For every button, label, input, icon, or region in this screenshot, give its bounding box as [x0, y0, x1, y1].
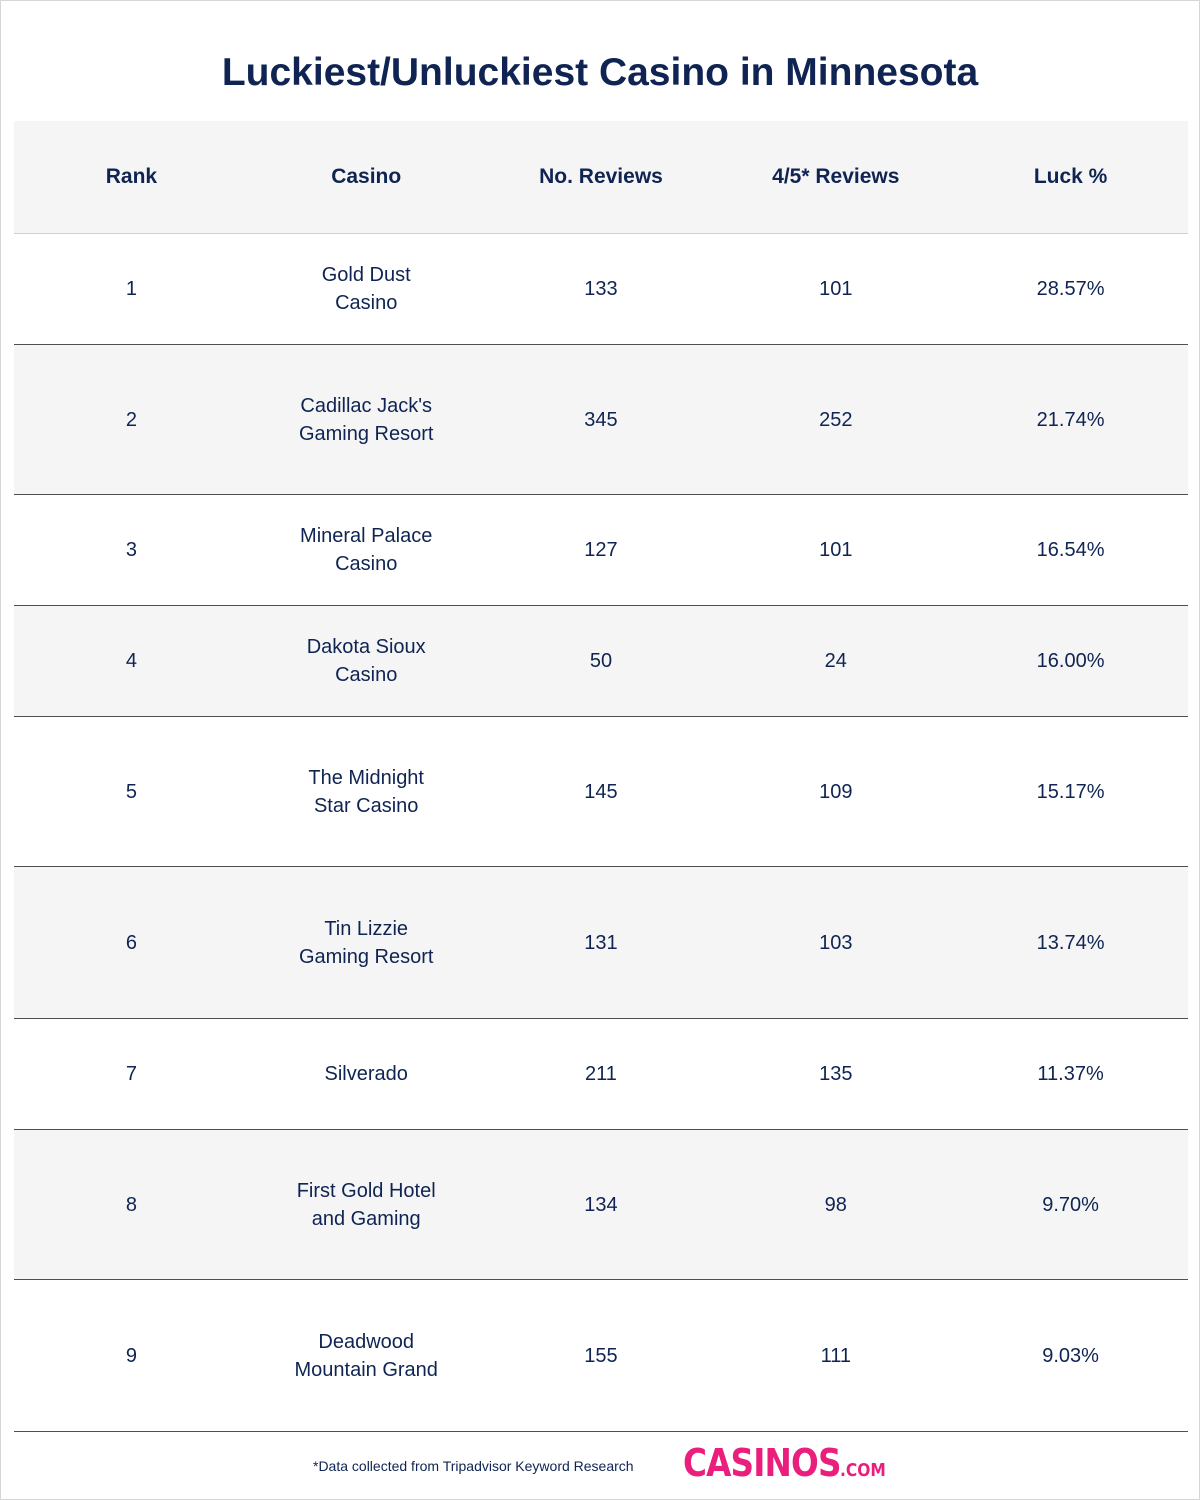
- luck-cell: 28.57%: [1036, 278, 1105, 300]
- rank-cell: 6: [125, 931, 137, 954]
- reviews-cell: 133: [584, 278, 618, 300]
- luck-cell: 21.74%: [1036, 408, 1105, 431]
- luck-cell: 13.74%: [1036, 931, 1105, 954]
- logo-wordmark: CASINOS: [683, 1441, 841, 1485]
- casino-cell: Deadwood Mountain Grand: [294, 1330, 438, 1381]
- luck-cell: 11.37%: [1037, 1063, 1104, 1085]
- casino-cell: Dakota Sioux Casino: [306, 636, 426, 686]
- good-reviews-cell: 101: [819, 278, 853, 300]
- reviews-cell: 211: [585, 1063, 617, 1085]
- casino-cell: Cadillac Jack's Gaming Resort: [298, 394, 434, 445]
- rank-cell: 3: [125, 539, 137, 561]
- good-reviews-cell: 252: [819, 408, 853, 431]
- column-header-luck: Luck %: [1033, 165, 1108, 188]
- good-reviews-cell: 111: [820, 1344, 851, 1367]
- table-header: Rank Casino No. Reviews 4/5* Reviews Luc…: [14, 121, 1188, 234]
- casinos-com-logo: CASINOS .COM: [683, 1441, 894, 1485]
- good-reviews-cell: 103: [819, 931, 853, 954]
- column-header-casino: Casino: [331, 165, 402, 188]
- rank-cell: 7: [125, 1063, 137, 1085]
- luck-cell: 16.00%: [1036, 650, 1105, 672]
- good-reviews-cell: 109: [819, 780, 853, 803]
- rank-cell: 2: [125, 408, 137, 431]
- casino-cell: The Midnight Star Casino: [308, 766, 424, 817]
- rank-cell: 5: [125, 780, 137, 803]
- table-row: 1 Gold Dust Casino 133 101 28.57%: [14, 234, 1188, 345]
- table-row: 3 Mineral Palace Casino 127 101 16.54%: [14, 495, 1188, 606]
- reviews-cell: 345: [584, 408, 618, 431]
- luck-cell: 15.17%: [1036, 780, 1105, 803]
- table-row: 8 First Gold Hotel and Gaming 134 98 9.7…: [14, 1130, 1188, 1280]
- column-header-rank: Rank: [105, 165, 158, 188]
- rank-cell: 1: [125, 278, 137, 300]
- rank-cell: 4: [125, 650, 137, 672]
- table-row: 2 Cadillac Jack's Gaming Resort 345 252 …: [14, 345, 1188, 495]
- good-reviews-cell: 101: [819, 539, 853, 561]
- luck-cell: 9.70%: [1042, 1193, 1099, 1216]
- column-header-good-reviews: 4/5* Reviews: [772, 165, 900, 188]
- luck-cell: 16.54%: [1036, 539, 1105, 561]
- casino-cell: Gold Dust Casino: [321, 264, 411, 314]
- reviews-cell: 145: [584, 780, 618, 803]
- reviews-cell: 131: [584, 931, 618, 954]
- reviews-cell: 155: [584, 1344, 618, 1367]
- table-row: 5 The Midnight Star Casino 145 109 15.17…: [14, 717, 1188, 867]
- casino-cell: Tin Lizzie Gaming Resort: [298, 917, 434, 968]
- good-reviews-cell: 98: [824, 1193, 847, 1216]
- casino-cell: First Gold Hotel and Gaming: [296, 1179, 436, 1230]
- table-row: 7 Silverado 211 135 11.37%: [14, 1019, 1188, 1130]
- table-row: 4 Dakota Sioux Casino 50 24 16.00%: [14, 606, 1188, 717]
- reviews-cell: 50: [589, 650, 613, 672]
- footer: *Data collected from Tripadvisor Keyword…: [1, 1441, 1199, 1491]
- reviews-cell: 127: [584, 539, 618, 561]
- column-header-reviews: No. Reviews: [539, 165, 663, 188]
- casino-cell: Mineral Palace Casino: [300, 525, 433, 575]
- casino-table: Rank Casino No. Reviews 4/5* Reviews Luc…: [14, 121, 1188, 1432]
- rank-cell: 8: [125, 1193, 137, 1216]
- table-row: 9 Deadwood Mountain Grand 155 111 9.03%: [14, 1280, 1188, 1432]
- good-reviews-cell: 24: [824, 650, 847, 672]
- good-reviews-cell: 135: [819, 1063, 853, 1085]
- data-source-footnote: *Data collected from Tripadvisor Keyword…: [313, 1458, 634, 1474]
- logo-suffix: .COM: [840, 1460, 887, 1481]
- luck-cell: 9.03%: [1042, 1344, 1099, 1367]
- page-title: Luckiest/Unluckiest Casino in Minnesota: [221, 51, 979, 94]
- table-row: 6 Tin Lizzie Gaming Resort 131 103 13.74…: [14, 867, 1188, 1019]
- reviews-cell: 134: [584, 1193, 618, 1216]
- rank-cell: 9: [125, 1344, 137, 1367]
- casino-cell: Silverado: [324, 1063, 408, 1085]
